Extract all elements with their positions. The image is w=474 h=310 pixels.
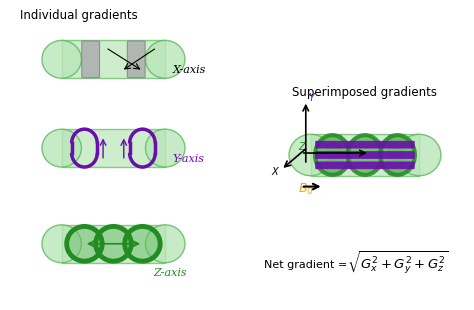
Text: $B_0$: $B_0$ [298, 181, 313, 197]
Text: X: X [271, 167, 278, 177]
FancyBboxPatch shape [316, 162, 414, 169]
Ellipse shape [315, 135, 350, 175]
Text: Y: Y [309, 93, 315, 103]
FancyBboxPatch shape [82, 41, 100, 78]
Text: X-axis: X-axis [173, 65, 206, 75]
Text: $\sqrt{G_x^2 + G_y^2 + G_z^2}$: $\sqrt{G_x^2 + G_y^2 + G_z^2}$ [347, 250, 449, 276]
Text: Z: Z [298, 142, 304, 152]
Polygon shape [311, 134, 419, 176]
Text: Individual gradients: Individual gradients [20, 9, 138, 22]
Ellipse shape [42, 40, 82, 78]
Ellipse shape [96, 226, 131, 261]
FancyBboxPatch shape [328, 135, 341, 175]
Text: Y-axis: Y-axis [173, 154, 205, 164]
Ellipse shape [380, 135, 415, 175]
Text: Net gradient =: Net gradient = [264, 260, 347, 270]
Text: Superimposed gradients: Superimposed gradients [292, 86, 438, 99]
Ellipse shape [42, 129, 82, 167]
Ellipse shape [125, 226, 160, 261]
FancyBboxPatch shape [128, 41, 145, 78]
Ellipse shape [42, 225, 82, 263]
FancyBboxPatch shape [389, 135, 402, 175]
Ellipse shape [67, 226, 102, 261]
FancyBboxPatch shape [316, 152, 414, 158]
Ellipse shape [398, 134, 441, 176]
Ellipse shape [146, 40, 185, 78]
Polygon shape [62, 129, 165, 167]
Polygon shape [62, 225, 165, 263]
Ellipse shape [146, 129, 185, 167]
Polygon shape [62, 40, 165, 78]
Text: Z-axis: Z-axis [153, 268, 186, 278]
Ellipse shape [289, 134, 332, 176]
Ellipse shape [146, 225, 185, 263]
FancyBboxPatch shape [316, 141, 414, 148]
Ellipse shape [347, 135, 383, 175]
